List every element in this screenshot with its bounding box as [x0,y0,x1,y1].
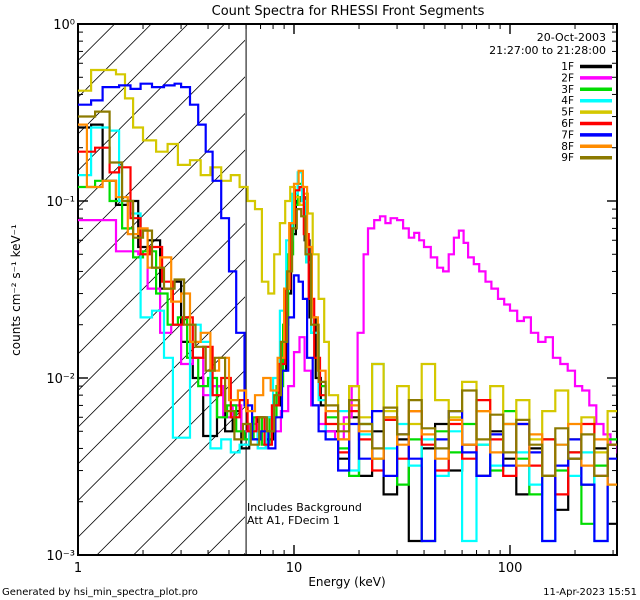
legend-label: 4F [561,95,574,107]
hatch-line [78,39,245,208]
y-tick-1e0: 10⁰ [53,18,75,33]
hatch-line [78,186,245,355]
series-4F [78,126,617,543]
y-tick-1e-3: 10⁻³ [46,549,75,564]
render-timestamp: 11-Apr-2023 15:51 [543,587,637,598]
legend-label: 3F [561,84,574,96]
hatch-line [0,24,5,555]
legend-item-4F: 4F [561,95,612,107]
legend-label: 6F [561,118,574,130]
x-tick-10: 10 [286,561,303,576]
x-tick-1: 1 [74,561,82,576]
annotation-attenuator-state: Att A1, FDecim 1 [247,514,340,527]
legend-label: 9F [561,152,574,164]
series-6F [78,146,617,496]
hatch-line [96,406,245,555]
observation-time-range: 21:27:00 to 21:28:00 [489,44,606,57]
legend-label: 8F [561,141,574,153]
generated-by-text: Generated by hsi_min_spectra_plot.pro [2,587,198,598]
hatch-line [78,332,245,502]
legend-item-7F: 7F [561,129,612,141]
legend-label: 5F [561,107,574,119]
plot-frame [77,23,618,556]
series-3F [78,179,617,543]
legend-label: 2F [561,72,574,84]
legend-item-1F: 1F [561,61,612,73]
chart-title: Count Spectra for RHESSI Front Segments [212,4,485,19]
x-tick-100: 100 [498,561,523,576]
hatch-line [78,369,245,538]
legend-item-3F: 3F [561,84,612,96]
annotation-includes-background: Includes Background [247,501,362,514]
x-axis-label: Energy (keV) [308,575,385,589]
hatch-line [78,149,245,318]
series-8F [78,123,617,486]
y-axis-label: counts cm⁻² s⁻¹ keV⁻¹ [9,224,23,356]
spectra-curves [78,68,617,543]
legend-label: 1F [561,61,574,73]
legend-item-2F: 2F [561,72,612,84]
series-9F [78,110,617,477]
legend-item-5F: 5F [561,107,612,119]
legend-item-6F: 6F [561,118,612,130]
series-7F [78,82,617,543]
hatch-line [78,259,245,428]
hatch-line [133,442,245,555]
legend-item-8F: 8F [561,141,612,153]
legend-item-9F: 9F [561,152,612,164]
hatch-line [78,76,245,245]
observation-date: 20-Oct-2003 [537,31,606,44]
hatch-line [78,24,225,172]
y-tick-1e-1: 10⁻¹ [46,195,75,210]
y-tick-1e-2: 10⁻² [46,372,75,387]
hatch-line [78,222,245,392]
legend-label: 7F [561,129,574,141]
